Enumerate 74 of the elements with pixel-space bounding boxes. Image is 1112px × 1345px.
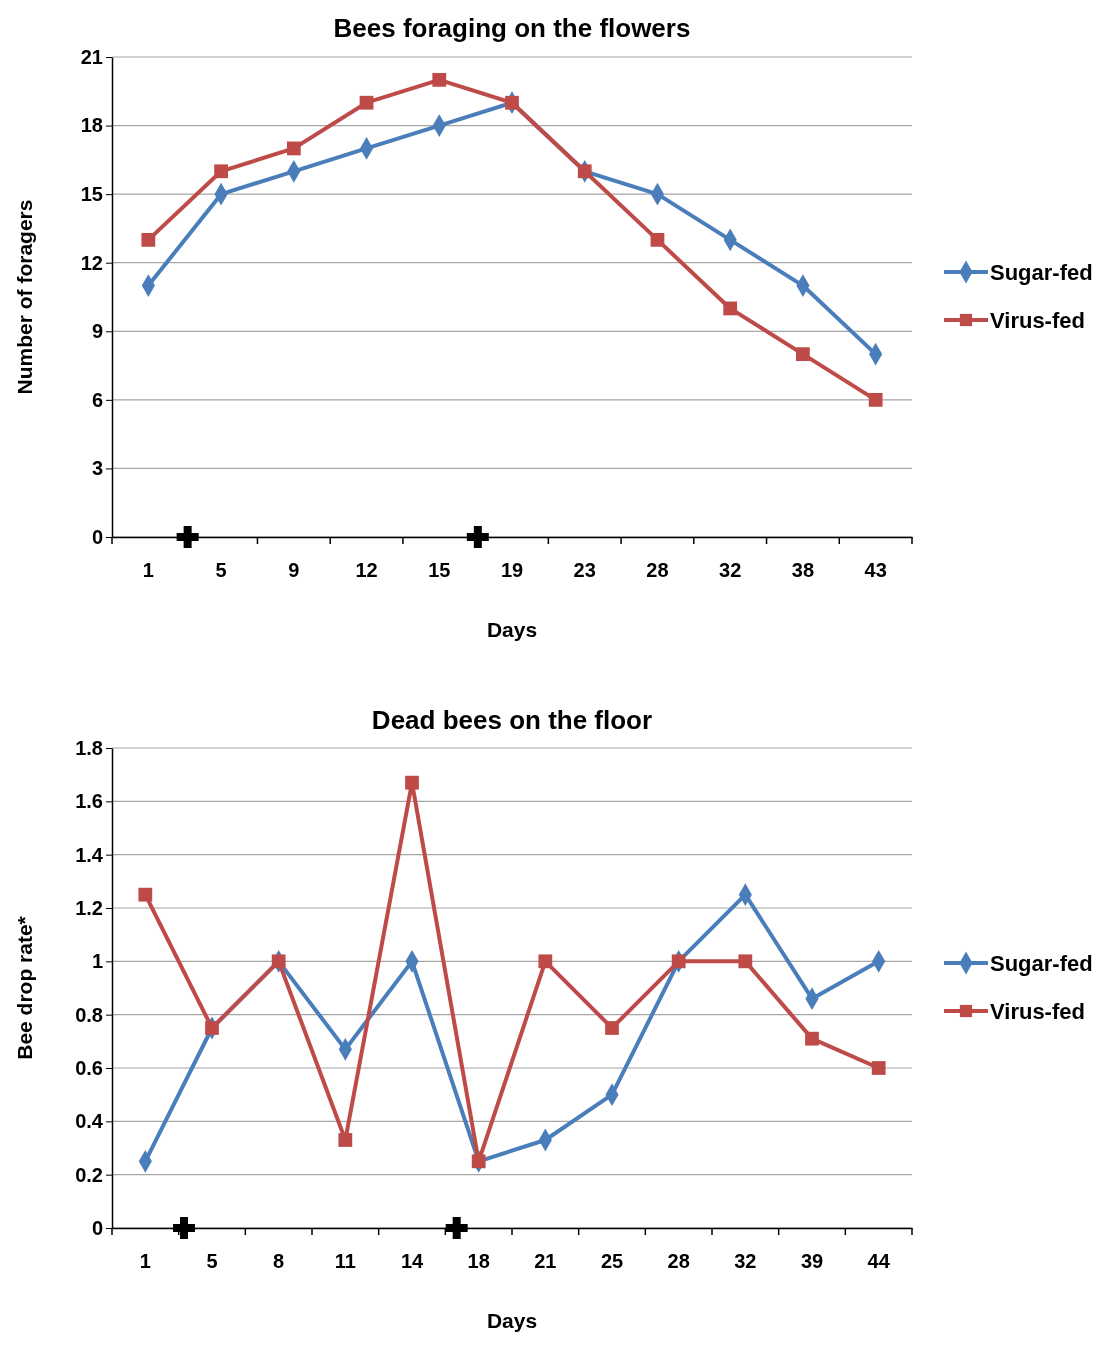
x-tick-label: 23 [573,559,596,582]
point [538,954,553,969]
legend-label: Virus-fed [990,307,1085,333]
point [432,72,447,87]
x-tick-label: 18 [467,1250,490,1273]
point [338,1133,353,1147]
x-tick-label: 25 [600,1250,624,1273]
x-tick-label: 1 [139,1250,151,1273]
x-tick-label: 21 [534,1250,557,1273]
x-tick-label: 43 [864,559,887,582]
x-tick-label: 28 [646,559,669,582]
point [805,1031,819,1046]
x-tick-label: 28 [667,1250,690,1273]
point [286,141,301,156]
x-tick-label: 9 [288,559,300,582]
x-tick-label: 32 [734,1250,757,1273]
y-tick-label: 1.6 [75,790,103,813]
point [868,392,883,407]
point [796,347,810,362]
point [650,232,665,247]
x-tick-label: 1 [142,559,154,582]
x-tick-label: 15 [428,559,451,582]
y-tick-label: 1 [91,950,103,973]
point [471,1154,486,1169]
legend-label: Sugar-fed [990,950,1093,976]
y-tick-label: 0.2 [75,1163,103,1186]
y-tick-label: 0 [91,1216,103,1239]
point [671,954,686,969]
x-tick-label: 44 [867,1250,891,1273]
chart-title: Dead bees on the floor [371,705,653,735]
x-tick-label: 11 [334,1250,356,1273]
point [405,775,419,790]
point [359,95,374,110]
point [577,164,592,179]
y-axis-title: Bee drop rate* [13,915,36,1060]
point [271,954,286,969]
y-tick-label: 15 [80,183,103,206]
y-tick-label: 6 [91,388,103,411]
x-tick-label: 5 [206,1250,218,1273]
y-tick-label: 0.8 [75,1003,103,1026]
chart-title: Bees foraging on the flowers [333,13,691,43]
x-axis-title: Days [486,1309,538,1332]
y-tick-label: 12 [80,251,103,274]
legend-label: Virus-fed [990,998,1085,1024]
x-tick-label: 19 [500,559,524,582]
y-tick-label: 21 [80,45,103,68]
point [505,95,519,110]
x-tick-label: 8 [273,1250,285,1273]
y-tick-label: 0.6 [75,1056,103,1079]
y-tick-label: 18 [80,114,103,137]
x-tick-label: 32 [719,559,742,582]
x-tick-label: 39 [800,1250,824,1273]
point [205,1021,219,1035]
x-axis-title: Days [486,618,538,641]
y-tick-label: 1.4 [75,843,104,866]
y-tick-label: 3 [91,457,103,480]
point [738,954,753,969]
point [605,1021,619,1035]
x-tick-label: 12 [355,559,378,582]
point [871,1061,886,1075]
x-tick-label: 5 [215,559,227,582]
y-tick-label: 9 [91,320,103,343]
point [723,301,738,316]
y-tick-label: 1.2 [75,896,103,919]
point [138,887,153,902]
y-axis-title: Number of foragers [13,199,36,395]
x-tick-label: 38 [791,559,815,582]
y-tick-label: 0.4 [75,1110,104,1133]
y-tick-label: 1.8 [75,736,103,759]
point [141,232,156,247]
point [214,164,228,179]
x-tick-label: 14 [400,1250,424,1273]
y-tick-label: 0 [91,525,103,548]
legend-label: Sugar-fed [990,259,1093,285]
